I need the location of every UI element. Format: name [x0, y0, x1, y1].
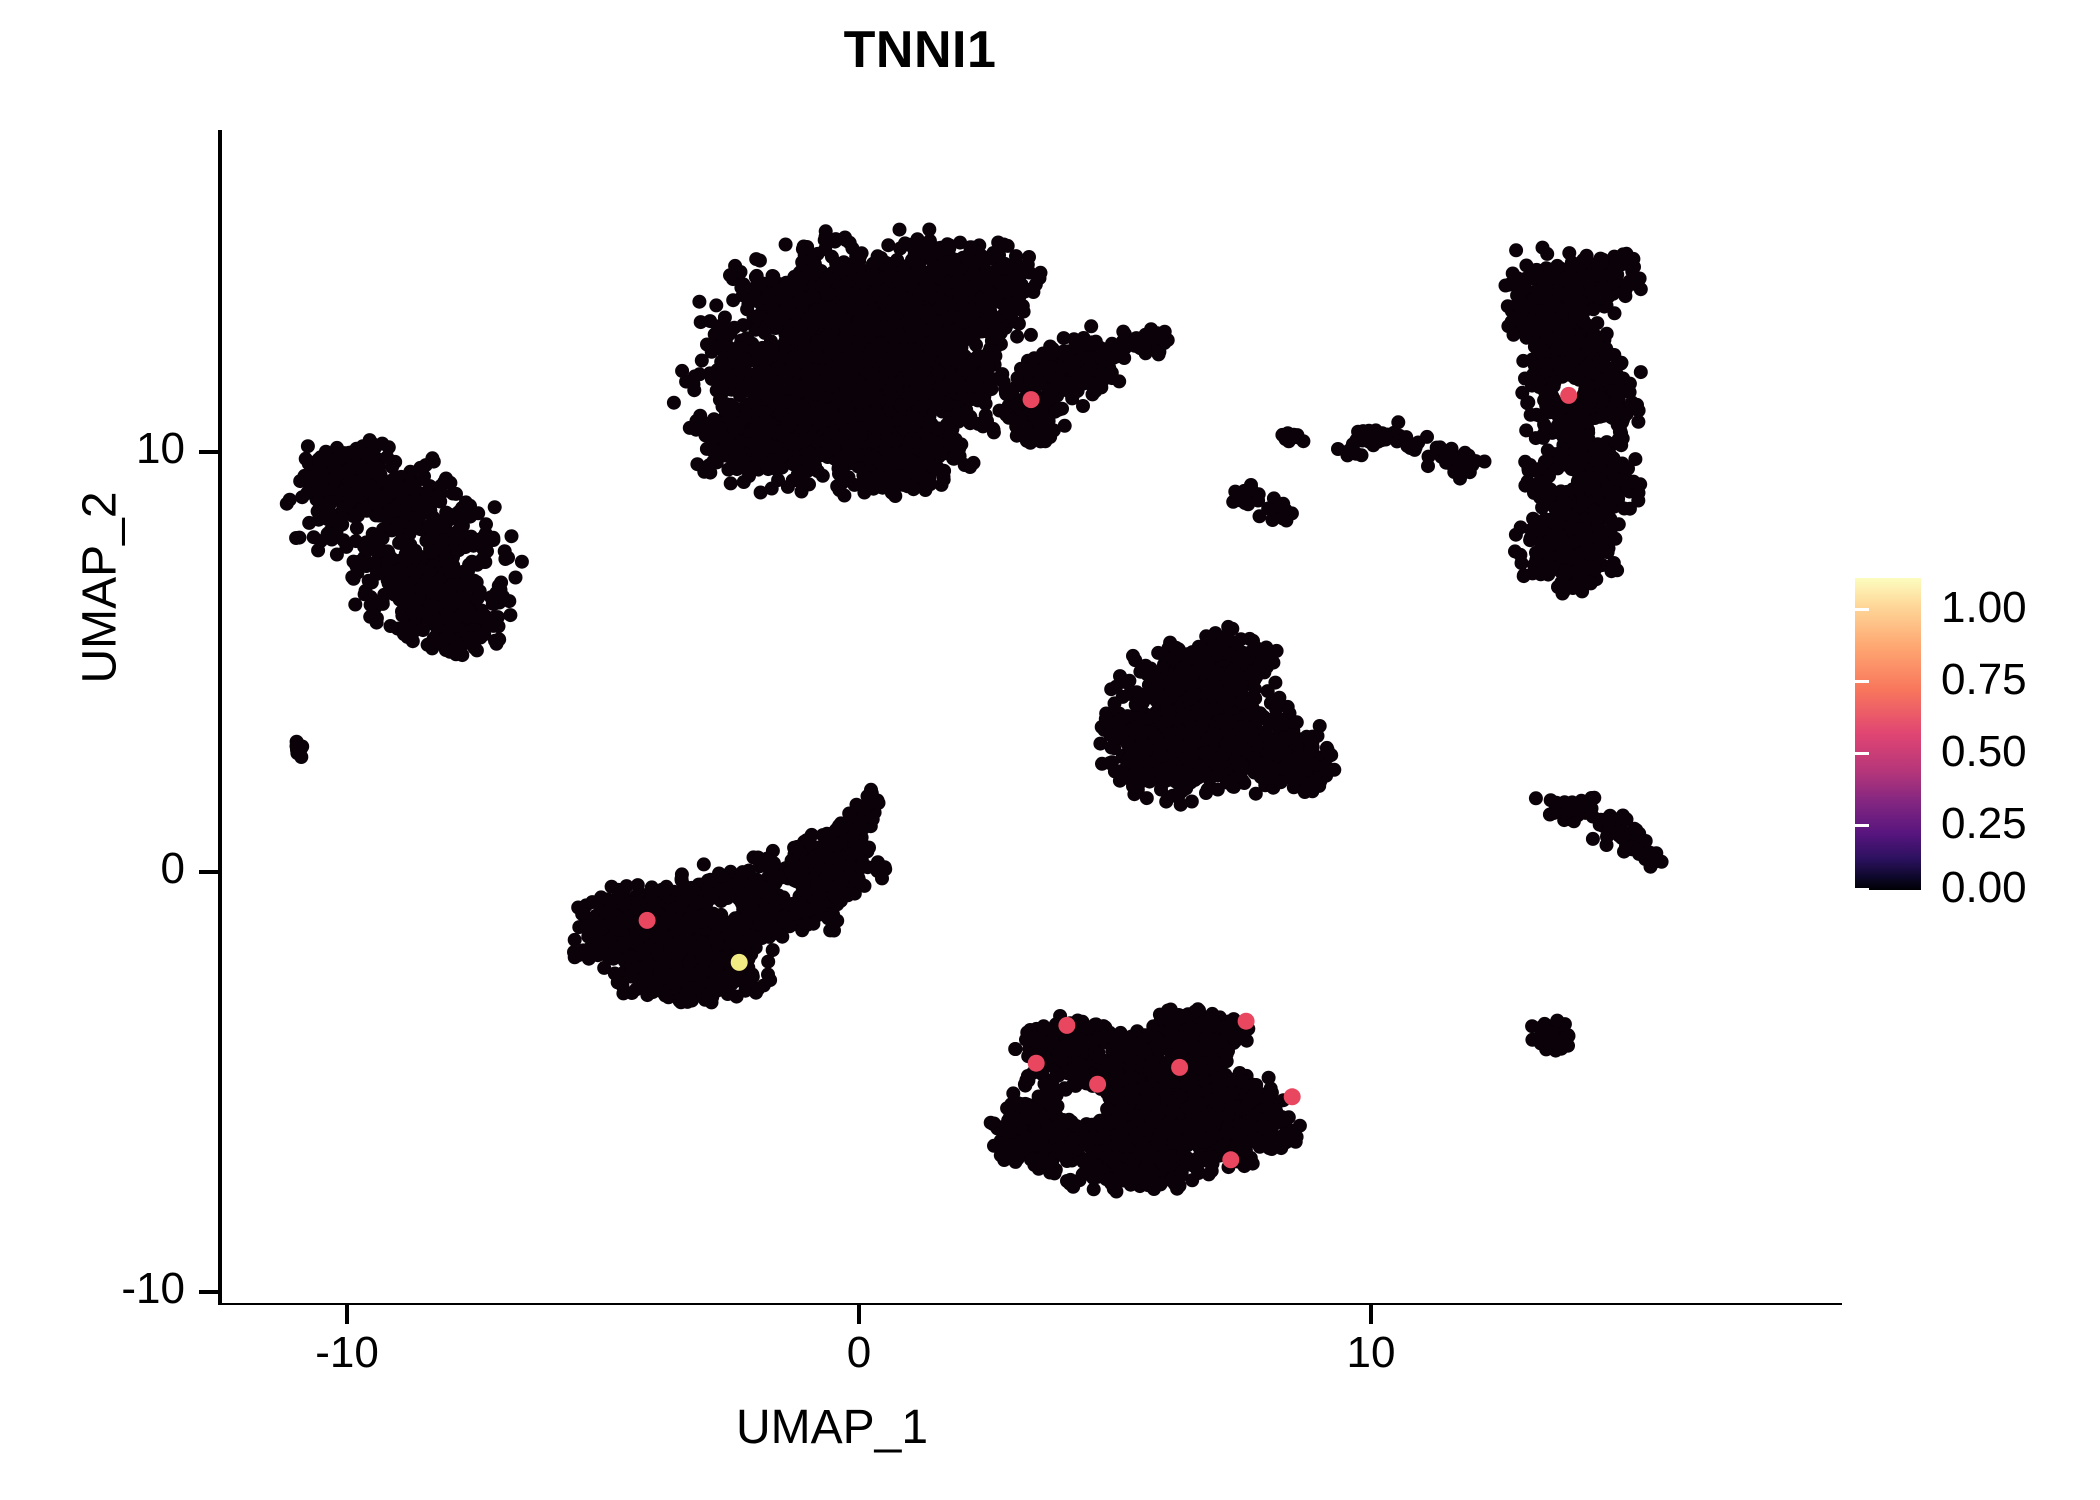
page-title: TNNI1: [843, 21, 997, 79]
colorbar-legend: 1.00 0.75 0.50 0.25 0.00: [1855, 570, 2085, 910]
colorbar-tick-right-3: [2071, 824, 2085, 827]
x-tick-mark-1: [857, 1305, 861, 1324]
colorbar-tick-left-0: [1855, 608, 1869, 611]
colorbar-tick-left-4: [1855, 888, 1869, 891]
colorbar-label-1: 0.75: [1941, 655, 2027, 704]
colorbar-tick-right-0: [2071, 608, 2085, 611]
y-axis-label: UMAP_2: [73, 491, 127, 684]
y-tick-label-0: 10: [136, 424, 185, 473]
colorbar-label-3: 0.25: [1941, 799, 2027, 848]
y-tick-label-1: 0: [160, 844, 185, 893]
colorbar-tick-right-1: [2071, 680, 2085, 683]
y-axis-line: [218, 130, 223, 1305]
x-axis-label: UMAP_1: [735, 1401, 929, 1454]
y-tick-mark-1: [199, 870, 218, 874]
highlighted-point: [1560, 386, 1578, 404]
highlighted-point: [1022, 391, 1040, 409]
highlighted-point: [730, 953, 748, 971]
colorbar-tick-left-1: [1855, 680, 1869, 683]
highlighted-point: [638, 911, 656, 929]
x-tick-label-2: 10: [1346, 1328, 1396, 1377]
colorbar-label-2: 0.50: [1941, 727, 2027, 776]
x-tick-mark-2: [1369, 1305, 1373, 1324]
colorbar-label-0: 1.00: [1941, 583, 2027, 632]
colorbar-tick-right-4: [2071, 888, 2085, 891]
x-tick-label-0: -10: [315, 1328, 379, 1377]
highlighted-point: [1058, 1016, 1076, 1034]
highlighted-point: [1237, 1012, 1255, 1030]
highlighted-point: [1171, 1058, 1189, 1076]
colorbar-tick-left-3: [1855, 824, 1869, 827]
colorbar-label-4: 0.00: [1941, 863, 2027, 912]
x-tick-mark-0: [345, 1305, 349, 1324]
y-axis-label-wrap: UMAP_2: [73, 238, 128, 938]
plot-panel: [222, 130, 1842, 1303]
y-tick-mark-2: [199, 1290, 218, 1294]
highlighted-point: [1027, 1054, 1045, 1072]
colorbar-tick-left-2: [1855, 752, 1869, 755]
highlighted-point: [1222, 1151, 1240, 1169]
x-tick-label-1: 0: [846, 1328, 872, 1377]
y-tick-label-2: -10: [121, 1264, 185, 1313]
highlighted-point: [1283, 1088, 1301, 1106]
colorbar-gradient: [1855, 578, 1921, 890]
highlighted-point: [1089, 1075, 1107, 1093]
colorbar-tick-right-2: [2071, 752, 2085, 755]
y-tick-mark-0: [199, 450, 218, 454]
scatter-points-layer: [279, 222, 1669, 1199]
